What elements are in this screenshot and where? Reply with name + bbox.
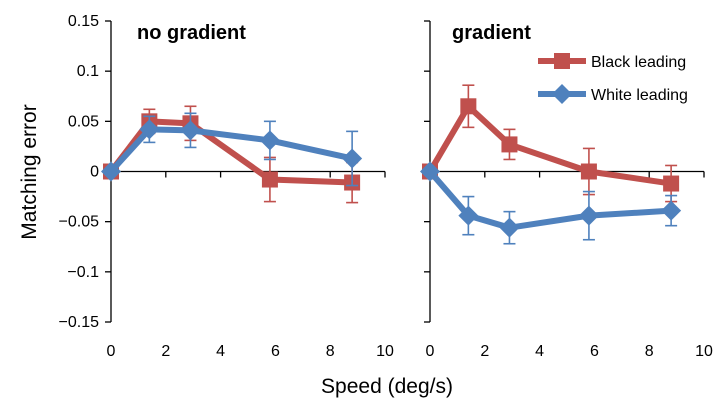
series-white-leading bbox=[101, 112, 363, 187]
y-tick-label: 0.15 bbox=[68, 13, 99, 30]
y-tick-label: 0.05 bbox=[68, 113, 99, 130]
x-tick-label: 10 bbox=[695, 343, 713, 360]
panel-no-gradient: 0.15 0.1 0.05 0 −0.05 −0.1 −0.15 0 2 4 6 8 10 no grad… bbox=[59, 13, 394, 360]
y-tick-label: 0 bbox=[90, 164, 99, 181]
data-point bbox=[663, 175, 680, 192]
data-point bbox=[661, 200, 682, 221]
legend-label: White leading bbox=[591, 87, 688, 104]
data-point bbox=[139, 119, 160, 140]
x-tick-label: 6 bbox=[590, 343, 599, 360]
x-tick-label: 4 bbox=[216, 343, 225, 360]
legend-marker bbox=[554, 53, 570, 69]
series-white-leading bbox=[420, 161, 682, 245]
x-tick-label: 4 bbox=[535, 343, 544, 360]
plot-area: 0.15 0.1 0.05 0 −0.05 −0.1 −0.15 0 2 4 6 8 10 no grad… bbox=[59, 13, 713, 360]
x-tick-label: 10 bbox=[376, 343, 394, 360]
data-point bbox=[580, 163, 597, 180]
legend-marker bbox=[552, 84, 572, 104]
data-point bbox=[342, 148, 363, 169]
y-axis-title: Matching error bbox=[18, 104, 41, 239]
legend-label: Black leading bbox=[591, 54, 686, 71]
legend: Black leading White leading bbox=[538, 53, 688, 104]
x-tick-label: 2 bbox=[480, 343, 489, 360]
x-tick-label: 0 bbox=[426, 343, 435, 360]
y-tick-label: −0.1 bbox=[67, 264, 99, 281]
data-point bbox=[259, 130, 280, 151]
data-point bbox=[420, 161, 440, 182]
x-tick-label: 8 bbox=[645, 343, 654, 360]
legend-entry-black-leading: Black leading bbox=[538, 53, 686, 71]
data-point bbox=[460, 98, 477, 115]
x-axis-title: Speed (deg/s) bbox=[321, 375, 453, 398]
legend-entry-white-leading: White leading bbox=[538, 84, 688, 104]
panel-gradient: 0 2 4 6 8 10 gradient bbox=[420, 20, 713, 360]
data-point bbox=[501, 136, 518, 153]
panel-title: no gradient bbox=[137, 22, 246, 44]
data-point bbox=[101, 161, 121, 182]
data-point bbox=[458, 205, 479, 226]
x-tick-label: 6 bbox=[271, 343, 280, 360]
x-tick-label: 0 bbox=[107, 343, 116, 360]
y-tick-label: −0.15 bbox=[59, 314, 100, 331]
data-point bbox=[180, 120, 201, 141]
y-tick-label: 0.1 bbox=[77, 63, 99, 80]
y-tick-label: −0.05 bbox=[59, 214, 100, 231]
data-point bbox=[261, 171, 278, 188]
data-point bbox=[578, 205, 599, 226]
x-tick-label: 2 bbox=[161, 343, 170, 360]
panel-title: gradient bbox=[452, 22, 531, 44]
data-point bbox=[499, 217, 520, 238]
x-tick-label: 8 bbox=[326, 343, 335, 360]
